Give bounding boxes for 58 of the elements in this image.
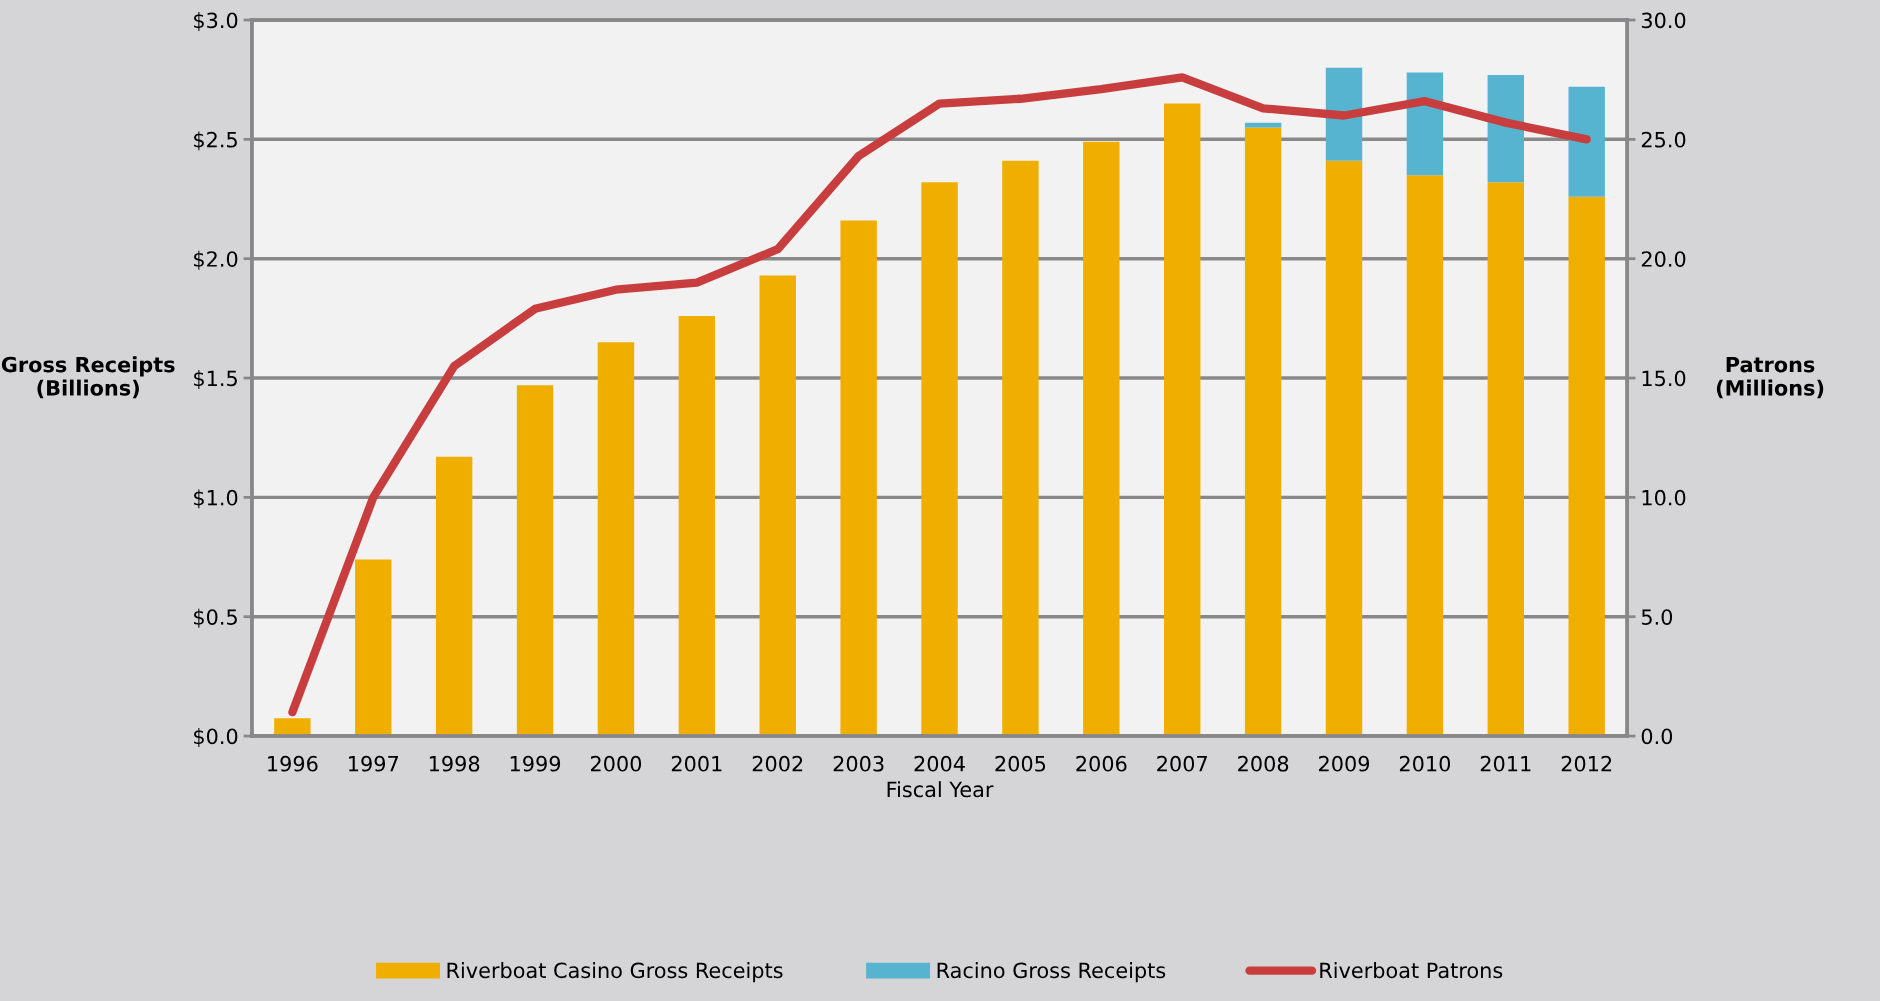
bar xyxy=(435,456,473,737)
bar xyxy=(597,342,635,737)
bar xyxy=(1406,72,1444,176)
x-tick-label: 1998 xyxy=(429,755,480,772)
bar xyxy=(1406,175,1444,737)
y-tick-label: $1.5 xyxy=(194,370,237,390)
bar xyxy=(1487,74,1524,183)
bar xyxy=(1325,160,1363,737)
y-axis-title: Gross Receipts (Billions) xyxy=(1,356,175,399)
y2-tick-label: 15.0 xyxy=(1642,370,1686,387)
y2-tick-label: 0.0 xyxy=(1641,728,1673,745)
y2-tick-label: 25.0 xyxy=(1641,131,1686,148)
x-tick-label: 2005 xyxy=(995,755,1046,772)
bar xyxy=(355,559,392,737)
bar xyxy=(759,275,796,737)
x-tick-label: 2006 xyxy=(1076,755,1127,772)
x-tick-label: 2007 xyxy=(1157,755,1207,772)
x-tick-label: 1996 xyxy=(268,755,318,772)
legend-label: Racino Gross Receipts xyxy=(937,962,1166,983)
x-tick-label: 2000 xyxy=(590,755,642,772)
bar xyxy=(840,220,877,737)
y2-tick-label: 5.0 xyxy=(1641,609,1673,625)
x-axis-title: Fiscal Year xyxy=(887,781,994,798)
bar xyxy=(678,315,716,737)
y2-tick-label: 10.0 xyxy=(1642,489,1686,506)
bar xyxy=(274,718,311,737)
x-tick-label: 2004 xyxy=(914,755,965,772)
bar xyxy=(516,385,554,737)
y-tick-label: $0.0 xyxy=(194,728,238,748)
bar xyxy=(1083,141,1120,737)
x-tick-label: 2010 xyxy=(1399,755,1451,772)
y-tick-label: $3.0 xyxy=(194,12,238,31)
bar xyxy=(1568,86,1605,197)
bar xyxy=(1244,127,1282,737)
bar xyxy=(1568,196,1605,737)
x-tick-label: 1999 xyxy=(510,755,561,772)
y2-tick-label: 20.0 xyxy=(1641,251,1686,267)
legend-label: Riverboat Patrons xyxy=(1320,962,1503,979)
y-tick-label: $1.0 xyxy=(194,489,238,509)
bar xyxy=(1002,160,1039,737)
x-tick-label: 2003 xyxy=(833,755,884,772)
y-tick-label: $2.0 xyxy=(194,250,238,270)
y2-axis-title: Patrons (Millions) xyxy=(1716,356,1824,399)
x-tick-label: 2008 xyxy=(1238,755,1289,772)
x-tick-label: 2002 xyxy=(752,755,803,772)
x-tick-label: 2011 xyxy=(1480,755,1531,772)
y-tick-label: $2.5 xyxy=(194,131,237,151)
bar xyxy=(1164,103,1201,737)
x-tick-label: 1997 xyxy=(349,755,398,772)
bar xyxy=(1487,182,1524,737)
bar xyxy=(1325,67,1363,161)
y-tick-label: $0.5 xyxy=(194,608,237,628)
x-tick-label: 2001 xyxy=(671,755,722,772)
x-tick-label: 2012 xyxy=(1561,755,1612,772)
legend-label: Riverboat Casino Gross Receipts xyxy=(447,962,783,983)
y2-tick-label: 30.0 xyxy=(1641,12,1686,29)
bar xyxy=(921,182,958,737)
x-tick-label: 2009 xyxy=(1319,755,1370,772)
